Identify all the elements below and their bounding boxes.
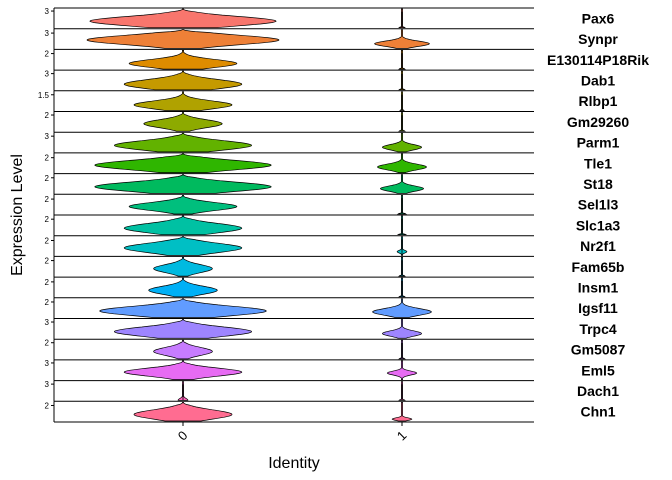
panel-nr2f1: 2 [45,235,534,257]
violin-eml5-1 [386,360,418,380]
violin-parm1-1 [381,132,423,153]
panel-e130114p18rik: 2 [45,48,534,71]
violin-fam65b-0 [153,257,213,277]
violin-synpr-0 [86,29,280,49]
gene-label-e130114p18rik: E130114P18Rik [547,52,649,68]
y-tick-label: 2 [45,111,50,120]
gene-labels: Pax6 Synpr E130114P18Rik Dab1 Rlbp1 Gm29260 Pa… [547,10,649,419]
y-tick-label: 2 [45,401,50,410]
violin-chn1-1 [391,401,413,422]
violin-tle1-0 [94,153,272,173]
y-tick-label: 2 [45,257,50,266]
gene-label-dach1: Dach1 [577,383,619,399]
y-tick-label: 1.5 [38,91,50,100]
panel-chn1: 2 [45,400,534,422]
violin-insm1-0 [148,277,218,298]
violin-dab1-0 [123,70,243,91]
gene-label-parm1: Parm1 [577,135,620,151]
gene-label-fam65b: Fam65b [572,259,625,275]
y-tick-label: 2 [45,236,50,245]
gene-label-sel1l3: Sel1l3 [578,197,619,213]
panel-pax6: 3 [45,7,534,29]
panel-gm29260: 2 [45,111,534,133]
violin-e130114p18rik-0 [128,50,238,70]
y-tick-label: 2 [45,195,50,204]
gene-label-pax6: Pax6 [582,10,615,26]
gene-label-nr2f1: Nr2f1 [580,238,616,254]
y-tick-label: 2 [45,278,50,287]
violin-trpc4-1 [381,319,423,339]
violin-eml5-0 [123,360,243,380]
violin-igsf11-0 [99,298,267,318]
violin-pax6-0 [89,8,277,29]
gene-label-st18: St18 [583,176,613,192]
violin-slc1a3-0 [123,215,243,236]
y-tick-label: 3 [45,29,50,38]
gene-label-slc1a3: Slc1a3 [576,217,621,233]
panel-synpr: 3 [45,28,534,50]
y-tick-label: 2 [45,154,50,163]
gene-label-rlbp1: Rlbp1 [579,93,618,109]
y-tick-label: 2 [45,215,50,224]
violin-chn1-0 [133,401,233,422]
panel-insm1: 2 [45,276,534,298]
panel-igsf11: 2 [45,297,534,319]
x-axis-title: Identity [268,455,320,472]
panel-gm5087: 2 [45,338,534,360]
panel-sel1l3: 2 [45,193,534,215]
y-tick-label: 2 [45,50,50,59]
violin-nr2f1-0 [123,236,243,256]
violin-panels: 3 3 2 3 1.5 2 3 2 2 2 2 2 2 2 2 3 2 3 3 2 [38,7,534,422]
panel-fam65b: 2 [45,255,534,278]
gene-label-igsf11: Igsf11 [578,300,618,316]
panel-rlbp1: 1.5 [38,90,534,112]
gene-label-dab1: Dab1 [581,72,615,88]
panel-dach1: 3 [45,380,534,402]
violin-parm1-0 [113,132,253,153]
y-tick-label: 2 [45,174,50,183]
x-tick-label-0: 0 [175,428,191,444]
gene-label-gm5087: Gm5087 [571,342,626,358]
y-tick-label: 3 [45,380,50,389]
violin-trpc4-0 [113,319,253,339]
y-tick-label: 2 [45,339,50,348]
violin-rlbp1-0 [133,91,233,111]
gene-label-trpc4: Trpc4 [579,321,617,337]
violin-st18-1 [379,174,425,194]
y-tick-label: 3 [45,132,50,141]
panel-dab1: 3 [45,69,534,91]
violin-gm29260-0 [143,112,223,132]
violin-st18-0 [94,174,272,194]
y-tick-label: 2 [45,298,50,307]
violin-igsf11-1 [372,298,432,318]
gene-label-insm1: Insm1 [578,279,619,295]
gene-label-synpr: Synpr [578,31,618,47]
panel-slc1a3: 2 [45,214,534,236]
gene-label-eml5: Eml5 [581,362,615,378]
violin-tle1-1 [377,153,427,173]
violin-gm5087-0 [153,339,213,360]
panel-eml5: 3 [45,359,534,381]
panel-trpc4: 3 [45,318,534,340]
gene-label-gm29260: Gm29260 [567,114,629,130]
violin-synpr-1 [374,29,430,49]
violin-sel1l3-0 [128,194,238,215]
y-tick-label: 3 [45,318,50,327]
x-tick-label-1: 1 [394,428,410,444]
y-axis-title: Expression Level [9,154,26,276]
panel-tle1: 2 [45,152,534,174]
gene-label-chn1: Chn1 [581,404,616,420]
y-tick-label: 3 [45,7,50,16]
y-tick-label: 3 [45,70,50,79]
panel-parm1: 3 [45,131,534,153]
gene-label-tle1: Tle1 [584,155,612,171]
y-tick-label: 3 [45,359,50,368]
panel-st18: 2 [45,173,534,195]
